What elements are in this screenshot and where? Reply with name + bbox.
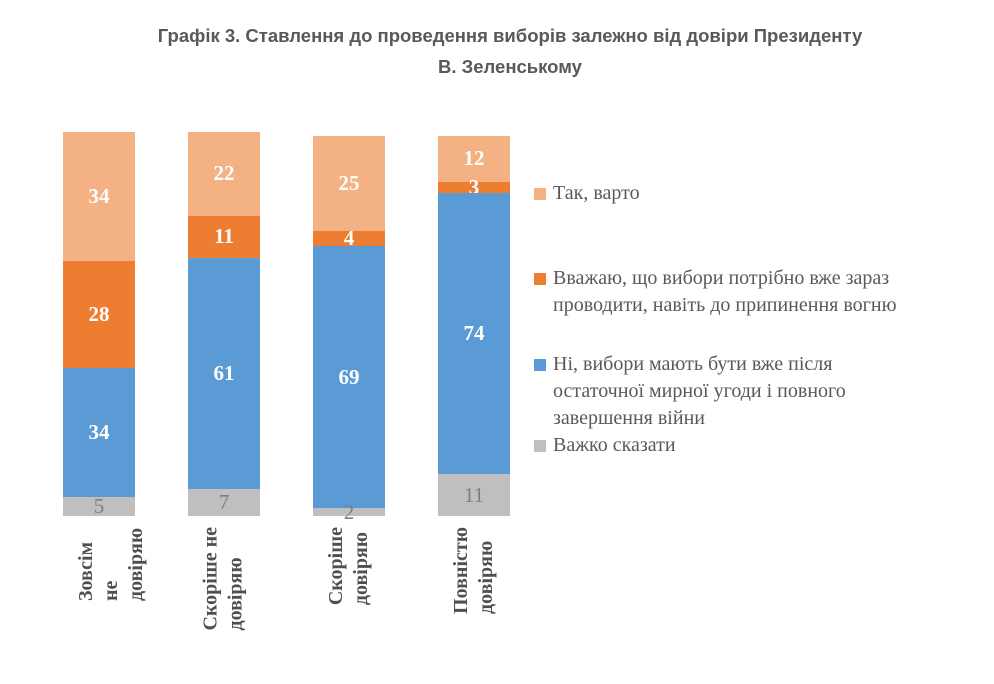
bar-segment-value: 69: [338, 364, 360, 389]
legend-item-label: Важко сказати: [553, 434, 676, 456]
legend-color-swatch: [534, 440, 546, 452]
bar-segment: 4: [313, 226, 385, 250]
bar-segment: 11: [438, 474, 510, 516]
bar-segment-value: 61: [213, 360, 235, 385]
bar-column: 25 4 69 2: [313, 136, 385, 524]
bar-segment: 12: [438, 136, 510, 182]
bar-segment: 5: [63, 493, 135, 518]
bar-segment: 74: [438, 192, 510, 475]
bar-segment: 3: [438, 175, 510, 199]
bar-segment-value: 5: [93, 493, 105, 518]
bar-segment-value: 34: [88, 419, 110, 444]
bar-segment: 69: [313, 246, 385, 509]
bar-segment: 28: [63, 261, 135, 368]
legend-item-label: Ні, вибори мають бути вже після остаточн…: [553, 353, 846, 429]
x-axis-label: Повністю довіряю: [450, 527, 497, 614]
bar-segment-value: 34: [88, 184, 110, 209]
bar-column: 34 28 34 5: [63, 132, 135, 518]
bar-segment-value: 11: [214, 224, 234, 249]
chart-title: Графік 3. Ставлення до проведення виборі…: [157, 25, 863, 77]
legend-item: Так, варто: [534, 180, 984, 207]
bar-segment-value: 22: [213, 161, 235, 186]
bar-segment-value: 4: [343, 226, 355, 251]
bar-segment: 22: [188, 132, 260, 216]
legend-item-label: Так, варто: [553, 182, 640, 204]
legend-color-swatch: [534, 273, 546, 285]
legend-item-label: Вважаю, що вибори потрібно вже зараз про…: [553, 267, 897, 316]
bar-segment: 34: [63, 367, 135, 497]
bar-segment: 11: [188, 215, 260, 258]
x-axis-label: Зовсім не довіряю: [75, 527, 147, 601]
bar-segment: 25: [313, 136, 385, 231]
bar-segment-value: 7: [218, 490, 230, 515]
bar-segment: 34: [63, 132, 135, 262]
bar-segment-value: 12: [463, 146, 485, 171]
bar-segment-value: 74: [463, 321, 485, 346]
bar-segment: 7: [188, 489, 260, 516]
bar-segment-value: 3: [468, 174, 480, 199]
bar-segment-value: 11: [463, 482, 485, 507]
legend-color-swatch: [534, 188, 546, 200]
legend-item: Ні, вибори мають бути вже після остаточн…: [534, 351, 984, 432]
bar-column: 12 3 74 11: [438, 136, 510, 516]
bar-column: 22 11 61 7: [188, 132, 260, 516]
x-axis-label: Скоріше довіряю: [325, 527, 372, 606]
bar-segment: 2: [313, 500, 385, 524]
x-axis-label: Скоріше не довіряю: [200, 527, 247, 631]
bar-segment-value: 25: [338, 171, 360, 195]
legend-item: Важко сказати: [534, 432, 984, 459]
bar-segment: 61: [188, 257, 260, 490]
legend-color-swatch: [534, 359, 546, 371]
legend-item: Вважаю, що вибори потрібно вже зараз про…: [534, 265, 984, 319]
bar-segment-value: 2: [343, 499, 355, 524]
bar-segment-value: 28: [88, 302, 110, 327]
